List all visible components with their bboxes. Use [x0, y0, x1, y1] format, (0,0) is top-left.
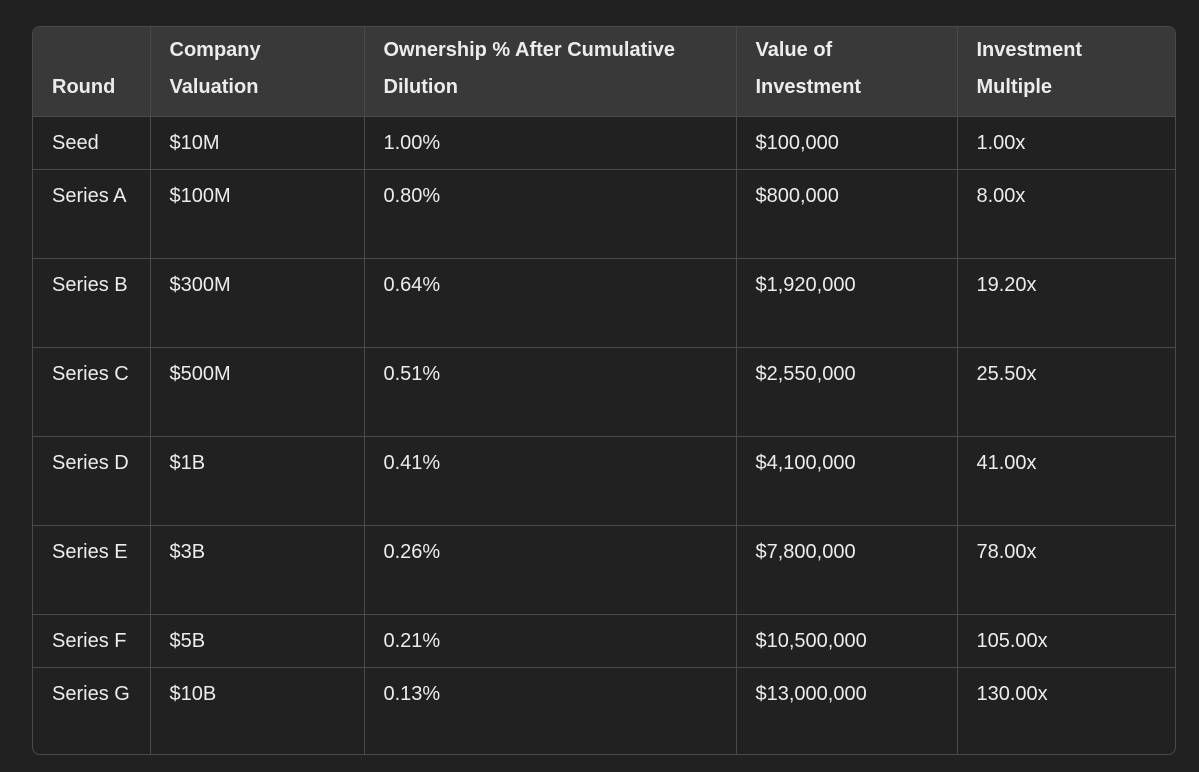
header-ownership: Ownership % After Cumulative Dilution: [364, 27, 737, 117]
table-header: Round Company Valuation Ownership % Afte…: [33, 27, 1175, 117]
cell-round: Series F: [33, 614, 151, 668]
table-body: Seed $10M 1.00% $100,000 1.00x Series A …: [33, 116, 1175, 754]
cell-value: $800,000: [736, 169, 958, 259]
cell-valuation: $300M: [150, 258, 365, 348]
cell-multiple: 78.00x: [957, 525, 1175, 615]
cell-multiple: 41.00x: [957, 436, 1175, 526]
cell-multiple: 130.00x: [976, 682, 1048, 705]
cell-round: Series B: [33, 258, 151, 348]
cell-ownership: 0.26%: [364, 525, 737, 615]
header-value-of-investment: Value of Investment: [736, 27, 958, 117]
cell-value: $13,000,000: [736, 667, 958, 754]
cell-value: $2,550,000: [736, 347, 958, 437]
cell-ownership: 0.21%: [364, 614, 737, 668]
header-investment-multiple: Investment Multiple: [957, 27, 1175, 117]
cell-ownership: 0.64%: [364, 258, 737, 348]
cell-value: $10,500,000: [736, 614, 958, 668]
cell-multiple: 105.00x: [957, 614, 1175, 668]
cell-ownership: 0.80%: [364, 169, 737, 259]
table-row: Series E $3B 0.26% $7,800,000 78.00x: [33, 525, 1175, 615]
cell-valuation: $500M: [150, 347, 365, 437]
table-row: Series G $10B 0.13% $13,000,000 130.00x: [33, 667, 1175, 754]
cell-valuation: $10M: [150, 116, 365, 170]
cell-value: $7,800,000: [736, 525, 958, 615]
cell-round: Series C: [33, 347, 151, 437]
header-round: Round: [33, 27, 151, 117]
cell-round: Series G: [33, 667, 151, 754]
cell-multiple: 8.00x: [957, 169, 1175, 259]
cell-multiple: 25.50x: [957, 347, 1175, 437]
table-row: Series B $300M 0.64% $1,920,000 19.20x: [33, 258, 1175, 348]
cell-value: $4,100,000: [736, 436, 958, 526]
cell-value: $1,920,000: [736, 258, 958, 348]
cell-round: Series A: [33, 169, 151, 259]
cell-round: Series E: [33, 525, 151, 615]
cell-valuation: $100M: [150, 169, 365, 259]
cell-valuation: $1B: [150, 436, 365, 526]
cell-ownership: 0.51%: [364, 347, 737, 437]
cell-round: Seed: [33, 116, 151, 170]
header-company-valuation: Company Valuation: [150, 27, 365, 117]
cell-ownership: 0.41%: [364, 436, 737, 526]
cell-ownership: 1.00%: [364, 116, 737, 170]
cell-ownership: 0.13%: [364, 667, 737, 754]
table-row: Series D $1B 0.41% $4,100,000 41.00x: [33, 436, 1175, 526]
investment-dilution-table: Round Company Valuation Ownership % Afte…: [33, 27, 1175, 754]
cell-valuation: $10B: [150, 667, 365, 754]
cell-valuation: $3B: [150, 525, 365, 615]
table-row: Series C $500M 0.51% $2,550,000 25.50x: [33, 347, 1175, 437]
table-row: Series F $5B 0.21% $10,500,000 105.00x: [33, 614, 1175, 668]
table-row: Series A $100M 0.80% $800,000 8.00x: [33, 169, 1175, 259]
cell-round: Series D: [33, 436, 151, 526]
cell-multiple: 19.20x: [957, 258, 1175, 348]
cell-multiple: 1.00x: [957, 116, 1175, 170]
investment-dilution-table-container: Round Company Valuation Ownership % Afte…: [32, 26, 1176, 755]
cell-value: $100,000: [736, 116, 958, 170]
table-row: Seed $10M 1.00% $100,000 1.00x: [33, 116, 1175, 170]
header-row: Round Company Valuation Ownership % Afte…: [33, 27, 1175, 117]
cell-valuation: $5B: [150, 614, 365, 668]
